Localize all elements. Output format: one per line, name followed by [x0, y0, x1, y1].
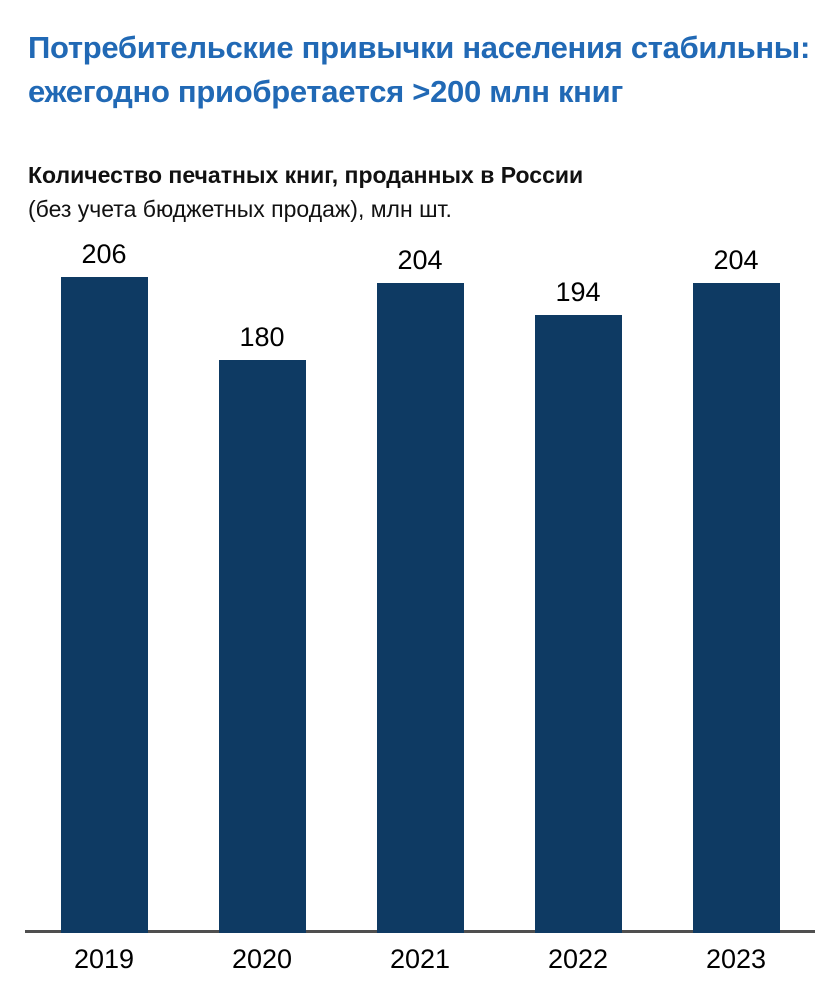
data-label: 206	[81, 239, 127, 269]
chart-subtitle-units: (без учета бюджетных продаж), млн шт.	[28, 196, 452, 222]
bar-chart: 206 180 204 194 204	[25, 235, 815, 933]
page-title-line1: Потребительские привычки населения стаби…	[28, 30, 810, 65]
bar-group-2020: 180	[183, 235, 341, 933]
bar-group-2023: 204	[657, 235, 815, 933]
page-title-line2: ежегодно приобретается >200 млн книг	[28, 74, 623, 109]
x-axis-label-2021: 2021	[389, 944, 451, 974]
bar-2021	[376, 283, 464, 933]
x-axis-label-2023: 2023	[705, 944, 767, 974]
data-label: 204	[713, 245, 759, 275]
data-label: 204	[397, 245, 443, 275]
bar-2019	[60, 277, 148, 933]
x-axis-label-2022: 2022	[547, 944, 609, 974]
x-axis-label-2020: 2020	[231, 944, 293, 974]
page-title: Потребительские привычки населения стаби…	[28, 26, 812, 114]
bar-2022	[534, 315, 622, 933]
bar-group-2022: 194	[499, 235, 657, 933]
data-label: 180	[239, 322, 285, 352]
data-label: 194	[555, 277, 601, 307]
x-axis-labels: 2019 2020 2021 2022 2023	[25, 944, 815, 975]
chart-title: Количество печатных книг, проданных в Ро…	[28, 162, 584, 188]
bar-group-2019: 206	[25, 235, 183, 933]
bar-2023	[692, 283, 780, 933]
bar-2020	[218, 360, 306, 933]
bar-group-2021: 204	[341, 235, 499, 933]
x-axis-label-2019: 2019	[73, 944, 135, 974]
